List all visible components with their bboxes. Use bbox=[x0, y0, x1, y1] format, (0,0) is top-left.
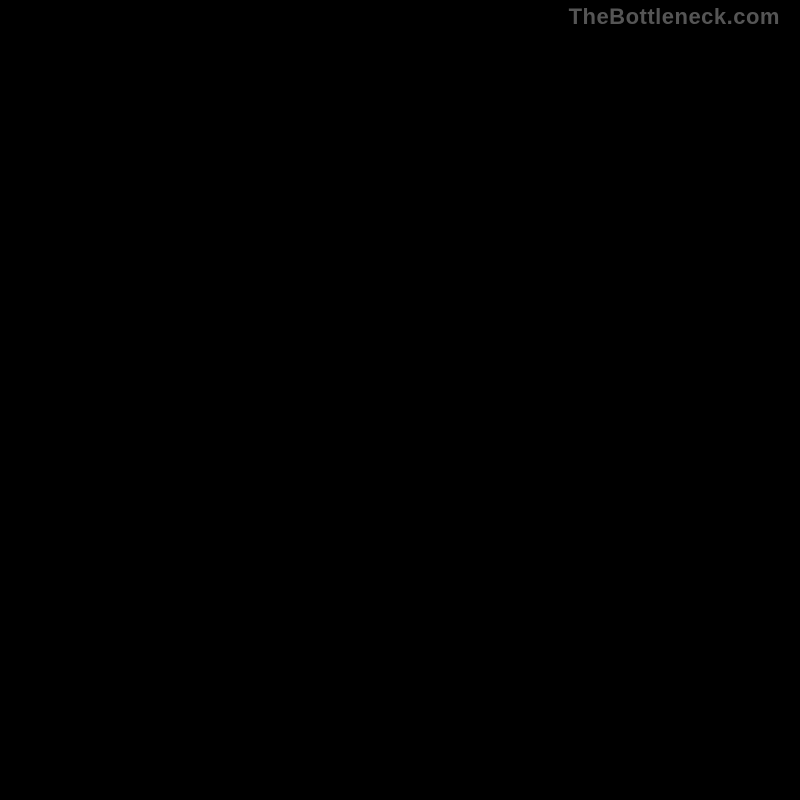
watermark-label: TheBottleneck.com bbox=[569, 4, 780, 30]
heatmap-canvas bbox=[0, 0, 800, 800]
root: TheBottleneck.com bbox=[0, 0, 800, 800]
